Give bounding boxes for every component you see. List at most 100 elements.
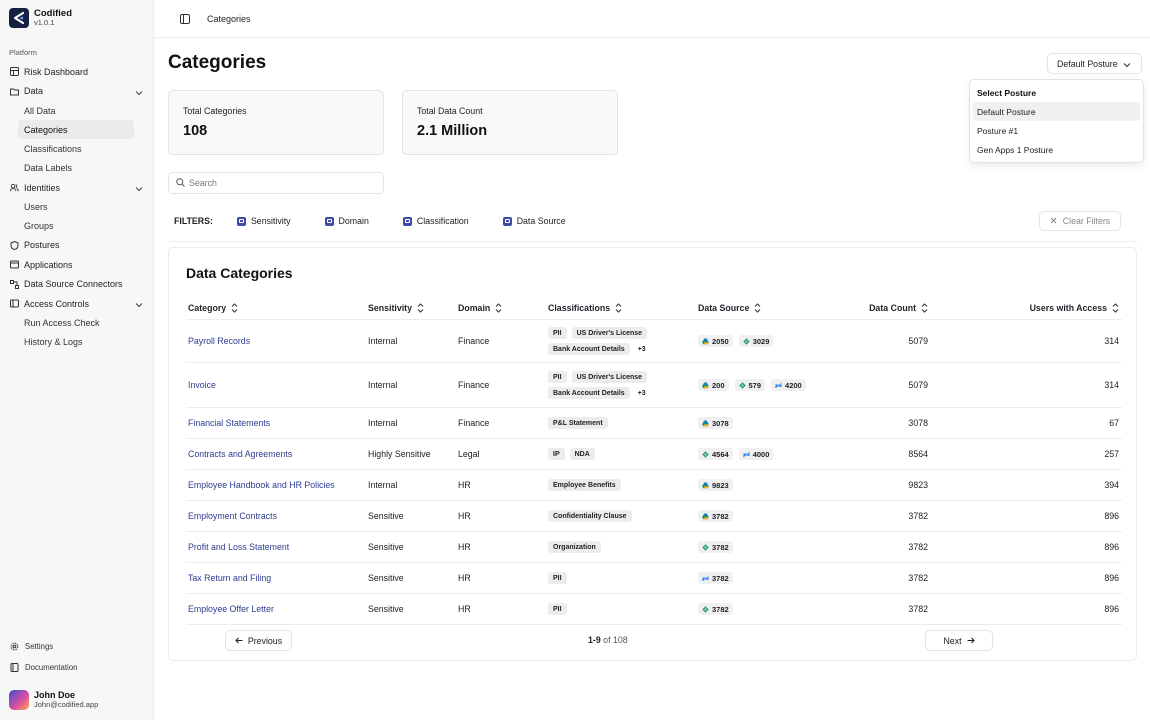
sort-icon[interactable] (231, 303, 238, 313)
category-link[interactable]: Employee Handbook and HR Policies (188, 480, 335, 490)
sidebar-item-run-access-check[interactable]: Run Access Check (24, 318, 100, 329)
search-box[interactable] (168, 172, 384, 194)
column-header-sensitivity[interactable]: Sensitivity (368, 302, 453, 314)
column-header-users-with-access[interactable]: Users with Access (1028, 302, 1119, 314)
data-source-count: 9823 (712, 480, 729, 490)
sort-icon[interactable] (615, 303, 622, 313)
data-count-cell: 8564 (908, 449, 928, 459)
classification-tag: PII (548, 371, 567, 383)
posture-select-button[interactable]: Default Posture (1047, 53, 1142, 74)
previous-button[interactable]: Previous (225, 630, 292, 651)
sensitivity-cell: Internal (368, 380, 398, 390)
data-source-count: 3078 (712, 418, 729, 428)
breadcrumb[interactable]: Categories (207, 14, 251, 24)
data-source-badge: 3782 (698, 572, 733, 584)
chevron-down-icon[interactable] (135, 88, 143, 98)
sidebar-item-classifications[interactable]: Classifications (24, 143, 82, 154)
sidebar-item-data-source-connectors[interactable]: Data Source Connectors (0, 275, 154, 295)
column-header-domain[interactable]: Domain (458, 302, 543, 314)
page-of: of (603, 635, 611, 645)
table-row[interactable]: Profit and Loss Statement Sensitive HR Orga… (186, 532, 1122, 563)
sheets-icon (742, 337, 750, 345)
app-window-icon (10, 260, 19, 269)
connector-icon (10, 279, 19, 289)
sidebar-item-access-controls[interactable]: Access Controls (0, 294, 154, 314)
column-header-label: Category (188, 303, 227, 313)
posture-option-default[interactable]: Default Posture (973, 102, 1140, 121)
more-tags-badge[interactable]: +3 (637, 345, 646, 353)
category-link[interactable]: Invoice (188, 380, 216, 390)
column-header-classifications[interactable]: Classifications (548, 302, 693, 314)
data-source-badge: 4000 (738, 448, 774, 460)
data-source-count: 3782 (712, 573, 729, 583)
filter-icon (324, 216, 334, 226)
data-source-cell: 3782 (698, 594, 863, 624)
column-header-data-count[interactable]: Data Count (868, 302, 928, 314)
sheets-icon (702, 605, 709, 613)
classifications-cell: Employee Benefits (548, 470, 693, 500)
sidebar-item-settings[interactable]: Settings (0, 636, 154, 657)
filter-domain[interactable]: Domain (324, 216, 369, 226)
sort-icon[interactable] (1112, 303, 1119, 313)
table-row[interactable]: Contracts and Agreements Highly Sensitive… (186, 439, 1122, 470)
filter-sensitivity[interactable]: Sensitivity (236, 216, 291, 226)
sensitivity-cell: Sensitive (368, 573, 404, 583)
table-row[interactable]: Financial Statements Internal Finance P&L S… (186, 408, 1122, 439)
book-icon (10, 663, 19, 672)
clear-filters-button[interactable]: Clear Filters (1039, 211, 1121, 231)
sidebar-item-groups[interactable]: Groups (24, 221, 54, 232)
column-header-data-source[interactable]: Data Source (698, 302, 863, 314)
user-profile[interactable]: John Doe John@codified.app (9, 690, 98, 710)
more-tags-badge[interactable]: +3 (637, 389, 646, 397)
pagination-info: 1-9 of 108 (588, 635, 628, 645)
brand[interactable]: Codified v1.0.1 (9, 8, 72, 28)
sidebar-item-all-data[interactable]: All Data (24, 105, 56, 116)
posture-option-1[interactable]: Posture #1 (977, 125, 1019, 136)
search-input[interactable] (189, 178, 369, 188)
category-link[interactable]: Employee Offer Letter (188, 604, 274, 614)
sidebar-item-data[interactable]: Data (0, 82, 154, 102)
filter-label: Sensitivity (250, 216, 291, 226)
sort-icon[interactable] (495, 303, 502, 313)
sort-icon[interactable] (754, 303, 761, 313)
category-link[interactable]: Tax Return and Filing (188, 573, 272, 583)
sidebar-item-users[interactable]: Users (24, 201, 48, 212)
data-source-count: 2050 (712, 336, 729, 346)
chevron-down-icon[interactable] (135, 184, 143, 194)
sidebar-toggle-icon[interactable] (180, 14, 190, 26)
sidebar-item-risk-dashboard[interactable]: Risk Dashboard (0, 62, 154, 82)
data-source-badge: 4564 (698, 448, 733, 460)
sidebar-item-label: Data Source Connectors (24, 279, 123, 290)
sidebar-item-postures[interactable]: Postures (0, 236, 154, 256)
table-row[interactable]: Payroll Records Internal Finance PII US Driv… (186, 320, 1122, 363)
classification-tag: Organization (548, 541, 601, 553)
category-link[interactable]: Employment Contracts (188, 511, 277, 521)
sort-icon[interactable] (417, 303, 424, 313)
table-row[interactable]: Tax Return and Filing Sensitive HR PII 3782 3… (186, 563, 1122, 594)
dropdown-title: Select Posture (977, 87, 1037, 98)
column-header-category[interactable]: Category (188, 302, 358, 314)
sidebar-item-applications[interactable]: Applications (0, 255, 154, 275)
table-row[interactable]: Employment Contracts Sensitive HR Confident… (186, 501, 1122, 532)
page-range: 1-9 (588, 635, 601, 645)
category-link[interactable]: Contracts and Agreements (188, 449, 293, 459)
table-row[interactable]: Employee Handbook and HR Policies Interna… (186, 470, 1122, 501)
sidebar-item-documentation[interactable]: Documentation (0, 657, 154, 678)
category-link[interactable]: Payroll Records (188, 336, 251, 346)
filter-data-source[interactable]: Data Source (502, 216, 566, 226)
chevron-down-icon[interactable] (135, 300, 143, 310)
sidebar-item-categories[interactable]: Categories (18, 120, 134, 140)
stat-label: Total Categories (183, 106, 247, 116)
table-row[interactable]: Employee Offer Letter Sensitive HR PII 3782 3… (186, 594, 1122, 625)
sidebar-item-data-labels[interactable]: Data Labels (24, 163, 73, 174)
next-button[interactable]: Next (925, 630, 993, 651)
category-link[interactable]: Financial Statements (188, 418, 271, 428)
sidebar-item-identities[interactable]: Identities (0, 178, 154, 198)
column-header-label: Users with Access (1029, 303, 1107, 313)
category-link[interactable]: Profit and Loss Statement (188, 542, 290, 552)
filter-classification[interactable]: Classification (402, 216, 469, 226)
sidebar-item-history-logs[interactable]: History & Logs (24, 337, 83, 348)
table-row[interactable]: Invoice Internal Finance PII US Driver's Lic… (186, 363, 1122, 408)
sort-icon[interactable] (921, 303, 928, 313)
posture-option-gen-apps[interactable]: Gen Apps 1 Posture (977, 144, 1054, 155)
